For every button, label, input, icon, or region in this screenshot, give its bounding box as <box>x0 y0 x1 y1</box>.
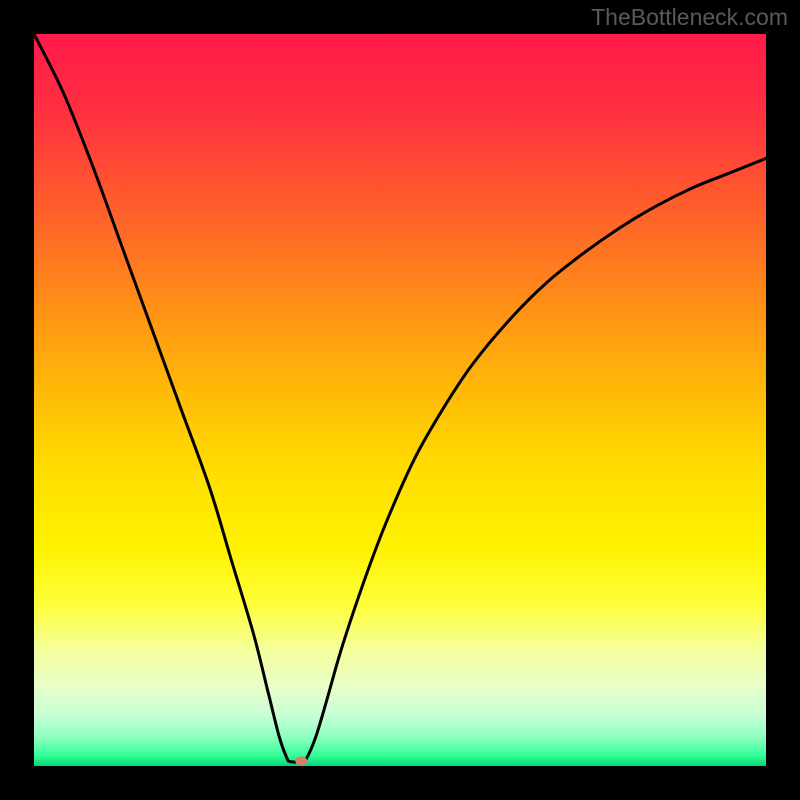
curve-path <box>34 34 766 762</box>
bottleneck-curve <box>34 34 766 766</box>
chart-container: TheBottleneck.com <box>0 0 800 800</box>
watermark-text: TheBottleneck.com <box>591 4 788 31</box>
minimum-marker <box>295 756 307 765</box>
plot-area <box>34 34 766 766</box>
